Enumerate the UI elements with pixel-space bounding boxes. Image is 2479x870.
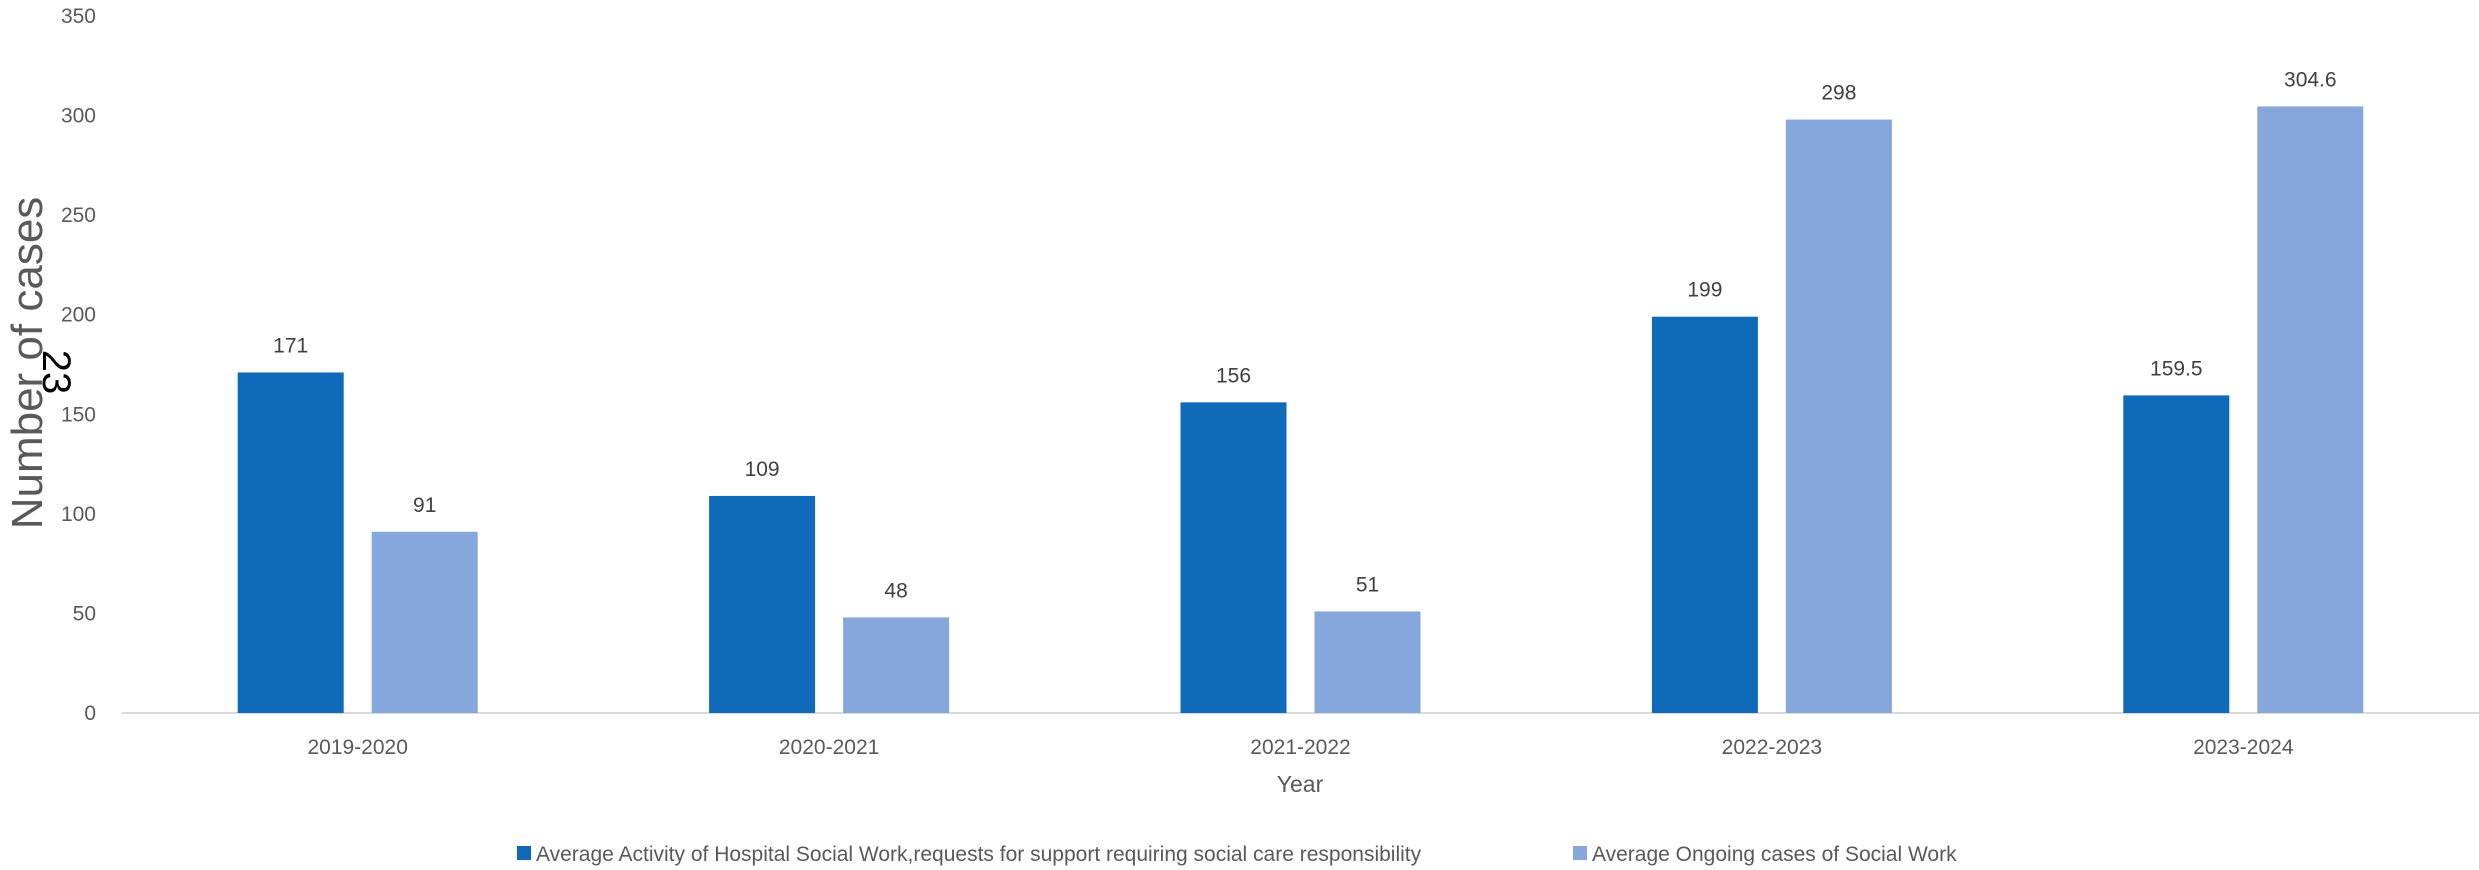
y-tick-label: 100 xyxy=(61,503,96,526)
legend-label: Average Ongoing cases of Social Work xyxy=(1592,843,1957,866)
x-tick-label: 2021-2022 xyxy=(1250,736,1350,759)
y-tick-label: 350 xyxy=(61,5,96,28)
y-tick-label: 250 xyxy=(61,204,96,227)
bar xyxy=(1651,316,1758,713)
bar xyxy=(2257,106,2364,713)
bar xyxy=(237,372,344,713)
x-tick-label: 2022-2023 xyxy=(1722,736,1822,759)
x-axis-title: Year xyxy=(1277,771,1324,797)
bar xyxy=(1785,119,1892,714)
y-tick-label: 150 xyxy=(61,403,96,426)
data-label: 91 xyxy=(413,494,436,517)
data-label: 51 xyxy=(1356,573,1379,596)
y-axis-title: Number of cases xyxy=(3,197,52,530)
x-tick-label: 2020-2021 xyxy=(779,736,879,759)
bar xyxy=(371,531,478,713)
x-tick-label: 2019-2020 xyxy=(307,736,407,759)
data-label: 171 xyxy=(273,334,308,357)
bar xyxy=(843,617,950,713)
y-tick-label: 50 xyxy=(73,602,96,625)
bars xyxy=(237,106,2364,714)
x-axis-ticks: 2019-2020 2020-2021 2021-2022 2022-2023 2023… xyxy=(307,736,2293,759)
x-tick-label: 2023-2024 xyxy=(2193,736,2294,759)
overlay-page-number: 23 xyxy=(34,350,78,395)
y-tick-label: 0 xyxy=(84,702,96,725)
legend: Average Activity of Hospital Social Work… xyxy=(517,843,1957,866)
bar xyxy=(2123,395,2230,713)
y-tick-label: 300 xyxy=(61,105,96,128)
bar xyxy=(1180,402,1287,713)
y-tick-label: 200 xyxy=(61,304,96,327)
y-axis-ticks: 0 50 100 150 200 250 300 350 xyxy=(61,5,96,725)
data-label: 109 xyxy=(745,458,780,481)
bar xyxy=(709,495,816,713)
data-label: 159.5 xyxy=(2150,357,2203,380)
legend-swatch xyxy=(517,846,531,860)
data-label: 199 xyxy=(1687,279,1722,302)
data-label: 156 xyxy=(1216,364,1251,387)
data-label: 48 xyxy=(884,579,907,602)
data-labels: 171 91 109 48 156 51 199 298 159.5 304.6 xyxy=(273,68,2336,602)
data-label: 304.6 xyxy=(2284,68,2337,91)
legend-label: Average Activity of Hospital Social Work… xyxy=(536,843,1422,866)
bar xyxy=(1314,611,1421,713)
legend-swatch xyxy=(1573,846,1587,860)
data-label: 298 xyxy=(1821,82,1856,105)
